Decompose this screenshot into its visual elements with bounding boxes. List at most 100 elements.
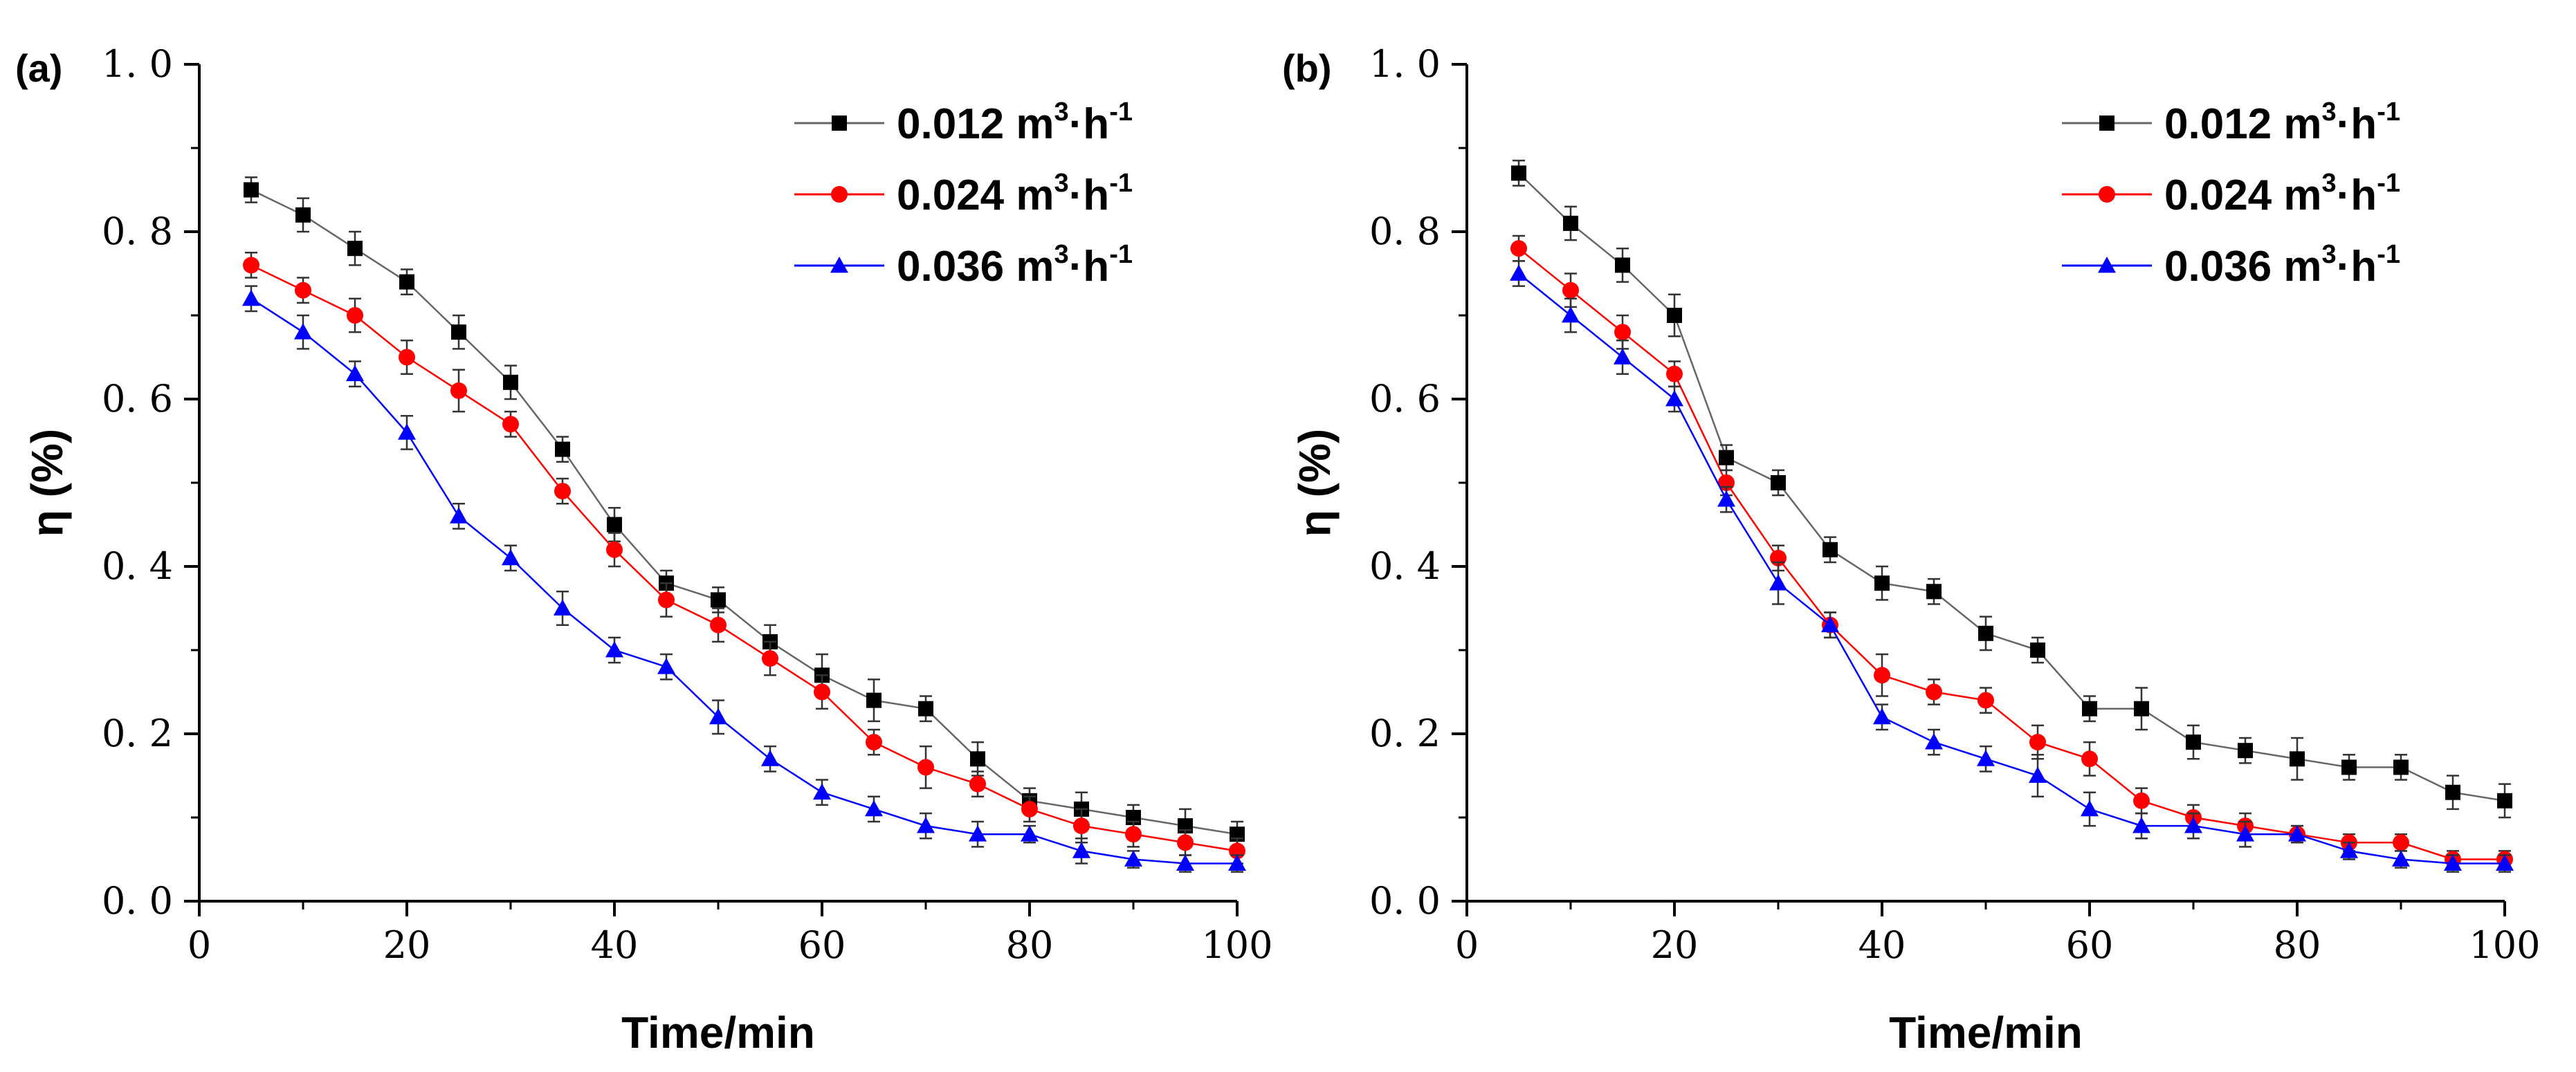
data-point [2132, 817, 2150, 833]
series-1 [243, 252, 1245, 865]
data-point [555, 441, 570, 457]
data-point [502, 416, 519, 433]
legend-label: 0.024 m3·h-1 [2164, 169, 2400, 219]
data-point [2497, 793, 2512, 808]
data-point [347, 241, 363, 257]
x-tick-label: 40 [1858, 923, 1906, 967]
data-point [1614, 324, 1631, 341]
data-point [657, 658, 675, 674]
data-point [1977, 750, 1995, 766]
legend-marker [832, 115, 847, 131]
data-point [1666, 365, 1683, 382]
data-point [1563, 215, 1578, 231]
data-point [1717, 490, 1735, 507]
data-point [1667, 308, 1682, 323]
series-line [1518, 248, 2505, 860]
series-line [250, 189, 1238, 835]
y-tick-label: 0. 4 [102, 544, 173, 588]
y-tick-label: 0. 8 [102, 210, 173, 253]
legend-entry-0: 0.012 m3·h-1 [794, 98, 1133, 148]
data-point [866, 692, 881, 708]
data-point [2393, 759, 2409, 775]
legend-label: 0.012 m3·h-1 [2164, 98, 2400, 148]
x-axis-title: Time/min [621, 1008, 815, 1057]
data-point [1925, 733, 1943, 750]
x-tick-label: 20 [1651, 923, 1699, 967]
data-point [294, 323, 312, 340]
y-tick-label: 1. 0 [102, 42, 173, 86]
data-point [2290, 751, 2305, 767]
y-axis-title: η (%) [1290, 429, 1340, 537]
series-line [250, 264, 1238, 852]
data-point [2340, 842, 2358, 858]
data-point [347, 307, 363, 324]
data-point [399, 274, 414, 290]
data-point [1926, 584, 1942, 600]
data-point [710, 616, 727, 634]
data-point [1073, 817, 1090, 835]
data-point [2238, 743, 2253, 759]
data-point [2236, 825, 2254, 842]
data-point [917, 759, 934, 776]
data-point [554, 483, 571, 500]
data-point [2029, 766, 2047, 783]
legend-entry-0: 0.012 m3·h-1 [2062, 98, 2400, 148]
data-point [2445, 784, 2460, 800]
data-point [814, 683, 830, 701]
data-point [1977, 692, 1994, 709]
legend-entry-2: 0.036 m3·h-1 [794, 240, 1133, 290]
data-point [813, 783, 831, 800]
data-point [865, 800, 883, 817]
data-point [242, 289, 260, 306]
data-point [1769, 574, 1787, 591]
data-point [2393, 834, 2409, 851]
legend-entry-2: 0.036 m3·h-1 [2062, 240, 2400, 290]
data-point [866, 734, 882, 751]
y-tick-label: 0. 2 [1369, 712, 1441, 755]
y-tick-label: 1. 0 [1369, 42, 1441, 86]
data-point [2341, 759, 2357, 775]
data-point [398, 423, 416, 440]
data-point [1978, 625, 1993, 641]
series-2 [242, 285, 1246, 873]
data-point [295, 281, 311, 299]
data-point [1228, 854, 1246, 871]
data-point [554, 599, 572, 616]
data-point [1874, 667, 1890, 684]
data-point [1771, 475, 1786, 490]
series-line [1518, 172, 2505, 802]
y-axis-title: η (%) [22, 429, 72, 537]
data-point [346, 364, 364, 382]
data-point [2496, 854, 2514, 871]
data-point [1719, 450, 1734, 465]
data-point [605, 641, 623, 658]
legend-marker [2099, 186, 2115, 203]
data-point [970, 751, 985, 767]
series-0 [1511, 159, 2512, 819]
data-point [1511, 165, 1526, 181]
y-tick-label: 0. 4 [1369, 544, 1441, 588]
data-point [2392, 850, 2410, 867]
x-tick-label: 100 [2469, 923, 2540, 967]
data-point [1665, 390, 1683, 407]
data-point [1510, 264, 1528, 281]
series-line [250, 297, 1237, 865]
legend-label: 0.036 m3·h-1 [2164, 240, 2400, 290]
data-point [917, 817, 935, 833]
data-point [1562, 306, 1580, 323]
data-point [2184, 817, 2202, 833]
data-point [1823, 542, 1838, 557]
data-point [2030, 643, 2045, 658]
data-point [2134, 701, 2149, 717]
legend-entry-1: 0.024 m3·h-1 [794, 169, 1133, 219]
data-point [606, 541, 623, 558]
data-point [1510, 240, 1527, 257]
data-point [243, 257, 259, 274]
data-point [711, 592, 726, 608]
data-point [1615, 257, 1630, 273]
data-point [969, 775, 986, 793]
y-tick-label: 0. 0 [102, 879, 173, 923]
legend-marker [830, 257, 848, 273]
x-tick-label: 0 [1455, 923, 1479, 967]
